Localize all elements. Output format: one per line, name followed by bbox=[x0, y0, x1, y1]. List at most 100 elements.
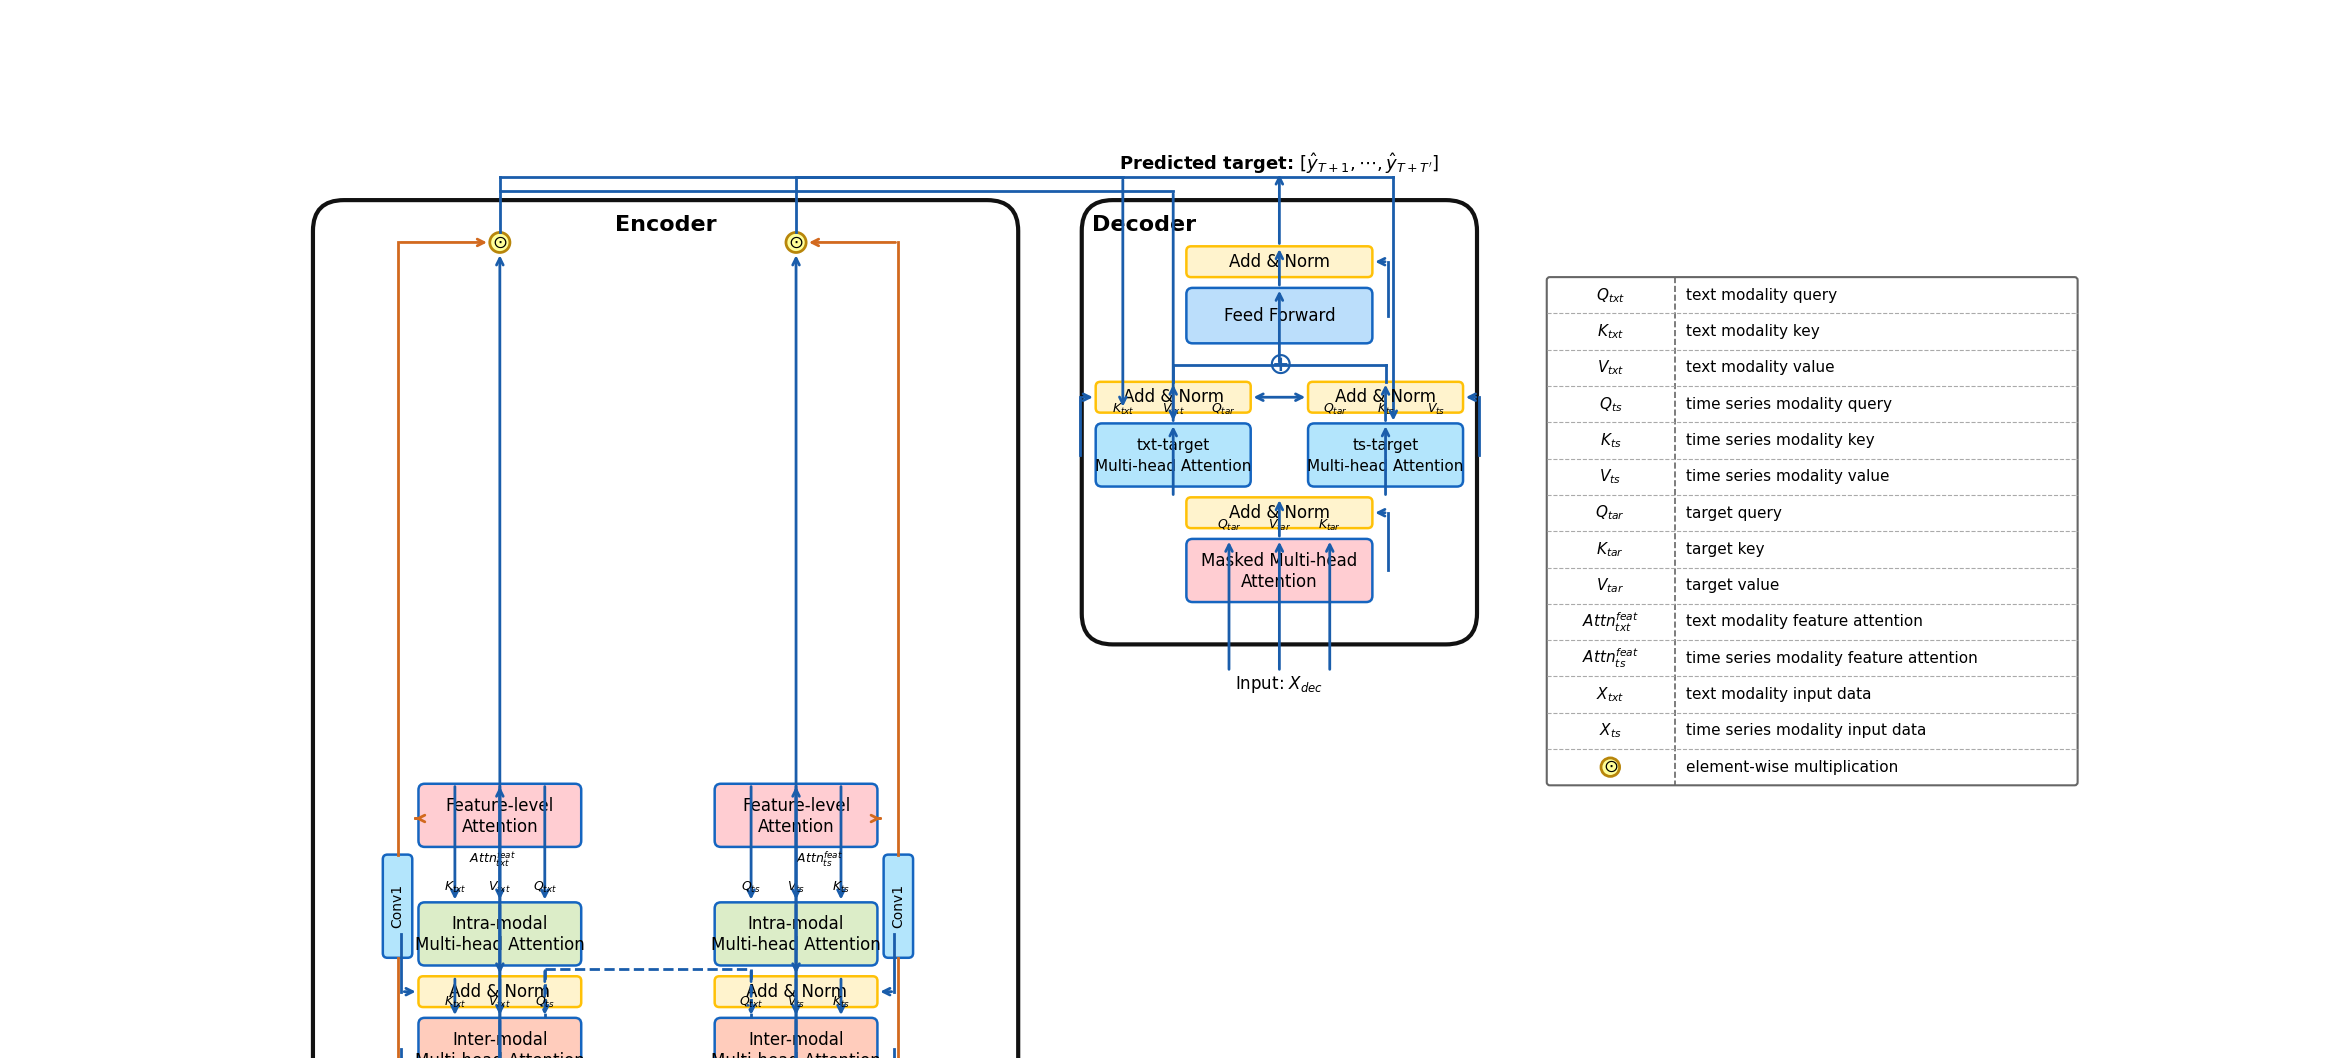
Text: $Q_{tar}$: $Q_{tar}$ bbox=[1596, 504, 1624, 523]
Text: $K_{txt}$: $K_{txt}$ bbox=[443, 879, 466, 894]
FancyBboxPatch shape bbox=[1186, 247, 1372, 277]
Text: $Attn_{ts}^{feat}$: $Attn_{ts}^{feat}$ bbox=[1582, 646, 1638, 670]
Text: $K_{txt}$: $K_{txt}$ bbox=[443, 995, 466, 1010]
Text: $\odot$: $\odot$ bbox=[492, 234, 508, 252]
Text: Encoder: Encoder bbox=[615, 215, 715, 235]
Text: Masked Multi-head: Masked Multi-head bbox=[1202, 552, 1358, 570]
Text: $K_{tar}$: $K_{tar}$ bbox=[1319, 517, 1342, 532]
Text: Intra-modal: Intra-modal bbox=[748, 915, 843, 933]
Text: Multi-head Attention: Multi-head Attention bbox=[415, 936, 585, 954]
Text: $V_{tar}$: $V_{tar}$ bbox=[1596, 577, 1624, 595]
Text: Conv1: Conv1 bbox=[892, 884, 906, 928]
Circle shape bbox=[785, 233, 806, 253]
Text: element-wise multiplication: element-wise multiplication bbox=[1687, 760, 1899, 774]
Text: $Q_{tar}$: $Q_{tar}$ bbox=[1212, 402, 1235, 417]
Text: $K_{ts}$: $K_{ts}$ bbox=[832, 879, 850, 894]
FancyBboxPatch shape bbox=[1095, 382, 1251, 413]
Text: Add & Norm: Add & Norm bbox=[1335, 388, 1435, 406]
Text: Decoder: Decoder bbox=[1093, 215, 1195, 235]
Text: $Q_{txt}$: $Q_{txt}$ bbox=[1596, 286, 1624, 305]
FancyBboxPatch shape bbox=[883, 855, 913, 957]
Text: Add & Norm: Add & Norm bbox=[450, 983, 550, 1001]
Text: target query: target query bbox=[1687, 506, 1782, 521]
Text: Attention: Attention bbox=[1242, 572, 1319, 590]
Text: $K_{ts}$: $K_{ts}$ bbox=[1377, 402, 1396, 417]
Text: $Attn_{txt}^{feat}$: $Attn_{txt}^{feat}$ bbox=[468, 850, 515, 869]
Text: text modality input data: text modality input data bbox=[1687, 687, 1871, 703]
FancyBboxPatch shape bbox=[419, 902, 580, 966]
Text: $V_{ts}$: $V_{ts}$ bbox=[788, 995, 806, 1010]
Text: $Q_{tar}$: $Q_{tar}$ bbox=[1323, 402, 1347, 417]
Text: $V_{tar}$: $V_{tar}$ bbox=[1268, 517, 1291, 532]
Text: Inter-modal: Inter-modal bbox=[748, 1030, 843, 1048]
Text: ts-target: ts-target bbox=[1351, 438, 1419, 453]
Text: Feature-level: Feature-level bbox=[445, 797, 555, 815]
Text: Feature-level: Feature-level bbox=[741, 797, 850, 815]
FancyBboxPatch shape bbox=[1186, 288, 1372, 344]
FancyBboxPatch shape bbox=[419, 977, 580, 1007]
Text: $V_{ts}$: $V_{ts}$ bbox=[788, 879, 806, 894]
Text: Attention: Attention bbox=[757, 818, 834, 836]
Text: $Q_{ts}$: $Q_{ts}$ bbox=[1598, 395, 1622, 414]
Text: time series modality feature attention: time series modality feature attention bbox=[1687, 651, 1978, 665]
Text: Add & Norm: Add & Norm bbox=[746, 983, 846, 1001]
Text: time series modality input data: time series modality input data bbox=[1687, 724, 1927, 738]
FancyBboxPatch shape bbox=[715, 902, 878, 966]
Text: Intra-modal: Intra-modal bbox=[452, 915, 548, 933]
Text: text modality query: text modality query bbox=[1687, 288, 1838, 303]
Text: Add & Norm: Add & Norm bbox=[1123, 388, 1223, 406]
FancyBboxPatch shape bbox=[1307, 423, 1463, 487]
FancyBboxPatch shape bbox=[1081, 200, 1477, 644]
Text: $V_{txt}$: $V_{txt}$ bbox=[1163, 402, 1184, 417]
FancyBboxPatch shape bbox=[1186, 539, 1372, 602]
Text: $X_{txt}$: $X_{txt}$ bbox=[1596, 686, 1624, 704]
Text: text modality value: text modality value bbox=[1687, 361, 1834, 376]
Text: Multi-head Attention: Multi-head Attention bbox=[415, 1052, 585, 1058]
Text: $X_{ts}$: $X_{ts}$ bbox=[1598, 722, 1622, 741]
Text: $\odot$: $\odot$ bbox=[788, 234, 804, 252]
Text: $\oplus$: $\oplus$ bbox=[1268, 350, 1291, 380]
FancyBboxPatch shape bbox=[1095, 423, 1251, 487]
FancyBboxPatch shape bbox=[715, 977, 878, 1007]
Text: $V_{ts}$: $V_{ts}$ bbox=[1598, 468, 1622, 486]
Text: $\odot$: $\odot$ bbox=[1603, 759, 1617, 777]
FancyBboxPatch shape bbox=[1307, 382, 1463, 413]
Text: target key: target key bbox=[1687, 542, 1764, 557]
Text: $Attn_{txt}^{feat}$: $Attn_{txt}^{feat}$ bbox=[1582, 610, 1638, 634]
Circle shape bbox=[1601, 758, 1619, 777]
Text: Multi-head Attention: Multi-head Attention bbox=[711, 1052, 881, 1058]
Text: Multi-head Attention: Multi-head Attention bbox=[1095, 459, 1251, 474]
Text: time series modality query: time series modality query bbox=[1687, 397, 1892, 412]
FancyBboxPatch shape bbox=[382, 855, 412, 957]
Text: Predicted target: $[\hat{y}_{T+1}, \cdots, \hat{y}_{T+T^{\prime}}]$: Predicted target: $[\hat{y}_{T+1}, \cdot… bbox=[1118, 151, 1440, 177]
Text: $V_{txt}$: $V_{txt}$ bbox=[489, 879, 510, 894]
Text: $Q_{ts}$: $Q_{ts}$ bbox=[741, 879, 762, 894]
Text: $V_{ts}$: $V_{ts}$ bbox=[1426, 402, 1445, 417]
Text: Add & Norm: Add & Norm bbox=[1228, 253, 1330, 271]
Text: $K_{tar}$: $K_{tar}$ bbox=[1596, 540, 1624, 559]
Text: $V_{txt}$: $V_{txt}$ bbox=[489, 995, 510, 1010]
Text: $K_{txt}$: $K_{txt}$ bbox=[1596, 323, 1624, 341]
Text: $Q_{ts}$: $Q_{ts}$ bbox=[536, 995, 555, 1010]
Text: Attention: Attention bbox=[461, 818, 538, 836]
FancyBboxPatch shape bbox=[419, 1018, 580, 1058]
FancyBboxPatch shape bbox=[419, 784, 580, 846]
FancyBboxPatch shape bbox=[1186, 497, 1372, 528]
Text: Inter-modal: Inter-modal bbox=[452, 1030, 548, 1048]
Text: $K_{ts}$: $K_{ts}$ bbox=[1601, 431, 1622, 450]
Text: Add & Norm: Add & Norm bbox=[1228, 504, 1330, 522]
FancyBboxPatch shape bbox=[312, 200, 1018, 1058]
FancyBboxPatch shape bbox=[1547, 277, 2078, 785]
Text: $Q_{tar}$: $Q_{tar}$ bbox=[1216, 517, 1242, 532]
Text: txt-target: txt-target bbox=[1137, 438, 1209, 453]
Text: time series modality key: time series modality key bbox=[1687, 433, 1876, 448]
Text: Multi-head Attention: Multi-head Attention bbox=[711, 936, 881, 954]
Text: Multi-head Attention: Multi-head Attention bbox=[1307, 459, 1463, 474]
FancyBboxPatch shape bbox=[715, 784, 878, 846]
Text: $Q_{txt}$: $Q_{txt}$ bbox=[739, 995, 764, 1010]
Text: $Q_{txt}$: $Q_{txt}$ bbox=[534, 879, 557, 894]
Text: text modality key: text modality key bbox=[1687, 324, 1820, 339]
Text: Feed Forward: Feed Forward bbox=[1223, 307, 1335, 325]
Text: Conv1: Conv1 bbox=[391, 884, 405, 928]
Text: target value: target value bbox=[1687, 578, 1780, 594]
